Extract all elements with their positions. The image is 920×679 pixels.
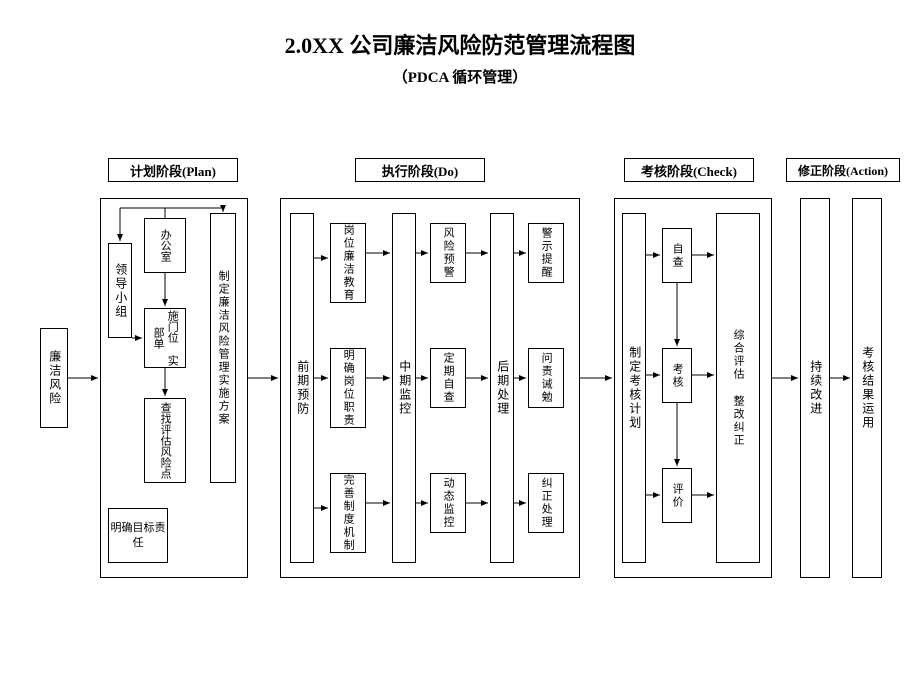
- plan-make-plan-label: 制定廉洁风险管理实施方案: [216, 270, 230, 426]
- phase-header-action: 修正阶段(Action): [786, 158, 900, 182]
- do-mid-monitor: 中期监控: [392, 213, 416, 563]
- plan-lead-group-label: 领导小组: [112, 263, 128, 319]
- phase-header-do: 执行阶段(Do): [355, 158, 485, 182]
- do-risk-warn-label: 风险预警: [441, 227, 455, 279]
- check-comp-eval: 综合评估 整改纠正: [716, 213, 760, 563]
- plan-find-risk: 查找评估风险点: [144, 398, 186, 483]
- do-mid-monitor-label: 中期监控: [396, 360, 412, 416]
- do-post-handle-label: 后期处理: [494, 360, 510, 416]
- phase-action-label: 修正阶段(Action): [798, 162, 888, 179]
- do-correct-handle: 纠正处理: [528, 473, 564, 533]
- do-warn-remind: 警示提醒: [528, 223, 564, 283]
- start-label: 廉洁风险: [46, 350, 62, 406]
- action-result-use-label: 考核结果运用: [859, 346, 875, 430]
- do-improve-sys: 完善制度机制: [330, 473, 366, 553]
- plan-lead-group: 领导小组: [108, 243, 132, 338]
- phase-check-label: 考核阶段(Check): [641, 161, 737, 180]
- do-regular-self: 定期自查: [430, 348, 466, 408]
- do-pre-prevent-label: 前期预防: [294, 360, 310, 416]
- do-job-edu: 岗位廉洁教育: [330, 223, 366, 303]
- phase-plan-label: 计划阶段(Plan): [130, 161, 216, 180]
- plan-make-plan: 制定廉洁风险管理实施方案: [210, 213, 236, 483]
- check-assess: 考核: [662, 348, 692, 403]
- do-dynamic-mon: 动态监控: [430, 473, 466, 533]
- do-clarify-duty: 明确岗位职责: [330, 348, 366, 428]
- action-continuous: 持续改进: [800, 198, 830, 578]
- do-job-edu-label: 岗位廉洁教育: [341, 224, 355, 302]
- plan-find-risk-label: 查找评估风险点: [158, 402, 172, 479]
- plan-dept-units: 施门位 实部单: [144, 308, 186, 368]
- do-regular-self-label: 定期自查: [441, 352, 455, 404]
- do-warn-remind-label: 警示提醒: [539, 227, 553, 279]
- flowchart-canvas: 廉洁风险 计划阶段(Plan) 领导小组 办公室 施门位 实部单 查找评估风险点…: [0, 28, 920, 679]
- phase-header-plan: 计划阶段(Plan): [108, 158, 238, 182]
- check-evaluate-label: 评价: [670, 483, 684, 509]
- do-correct-handle-label: 纠正处理: [539, 477, 553, 529]
- check-evaluate: 评价: [662, 468, 692, 523]
- check-self-label: 自查: [670, 243, 684, 269]
- do-improve-sys-label: 完善制度机制: [341, 474, 355, 552]
- action-result-use: 考核结果运用: [852, 198, 882, 578]
- check-self: 自查: [662, 228, 692, 283]
- do-dynamic-mon-label: 动态监控: [441, 477, 455, 529]
- check-assess-label: 考核: [670, 363, 684, 389]
- check-make-plan: 制定考核计划: [622, 213, 646, 563]
- do-accountability-label: 问责诫勉: [539, 352, 553, 404]
- start-node: 廉洁风险: [40, 328, 68, 428]
- do-clarify-duty-label: 明确岗位职责: [341, 349, 355, 427]
- phase-header-check: 考核阶段(Check): [624, 158, 754, 182]
- plan-dept-units-label: 施门位 实部单: [151, 309, 180, 367]
- do-pre-prevent: 前期预防: [290, 213, 314, 563]
- check-comp-eval-label: 综合评估 整改纠正: [731, 329, 745, 447]
- plan-clarify-goal-label: 明确目标责任: [109, 521, 167, 550]
- phase-do-label: 执行阶段(Do): [382, 161, 459, 180]
- plan-office: 办公室: [144, 218, 186, 273]
- action-continuous-label: 持续改进: [807, 360, 823, 416]
- do-accountability: 问责诫勉: [528, 348, 564, 408]
- do-risk-warn: 风险预警: [430, 223, 466, 283]
- do-post-handle: 后期处理: [490, 213, 514, 563]
- plan-office-label: 办公室: [158, 229, 172, 262]
- check-make-plan-label: 制定考核计划: [626, 346, 642, 430]
- plan-clarify-goal: 明确目标责任: [108, 508, 168, 563]
